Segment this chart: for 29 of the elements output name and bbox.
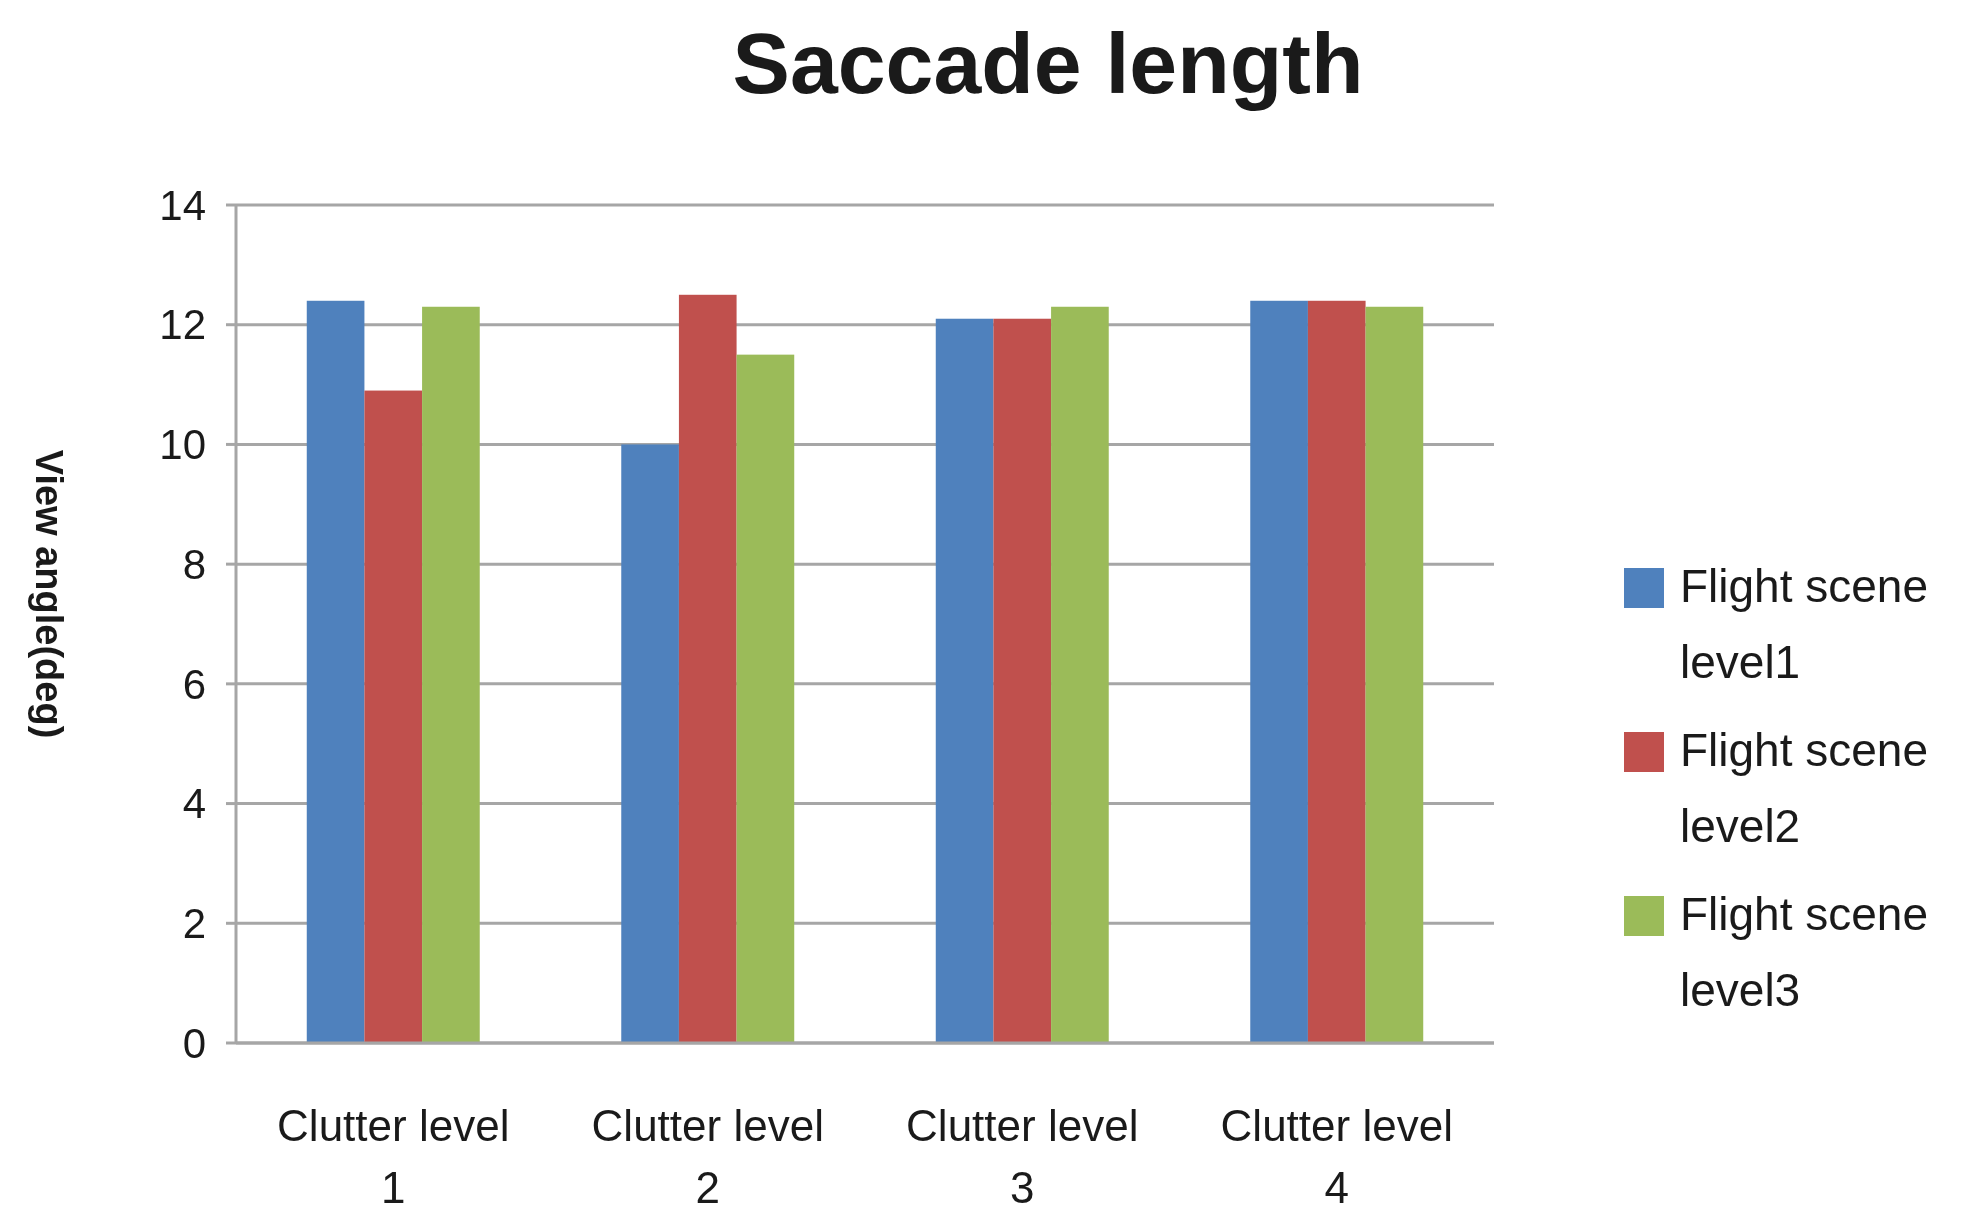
y-tick-label: 4	[182, 780, 206, 828]
y-tick-label: 0	[182, 1019, 206, 1067]
x-tick-label: Clutter level 1	[277, 1101, 510, 1212]
y-tick-label: 6	[182, 660, 206, 708]
bar	[422, 306, 480, 1043]
chart-title: Saccade length	[732, 15, 1364, 111]
bar	[935, 318, 994, 1043]
y-tick-label: 12	[159, 301, 206, 349]
bar	[306, 300, 365, 1043]
x-tick-label: Clutter level 2	[591, 1101, 824, 1212]
y-tick-label: 2	[182, 899, 206, 947]
bar	[1307, 300, 1366, 1043]
legend-label: Flight scene level3	[1680, 888, 1929, 1016]
y-tick-label: 14	[159, 181, 206, 229]
bar	[1051, 306, 1109, 1043]
legend-label: Flight scene level1	[1680, 560, 1929, 688]
bar	[736, 354, 795, 1043]
bar	[364, 390, 423, 1043]
x-tick-label: Clutter level 4	[1220, 1101, 1453, 1212]
y-tick-label: 8	[182, 540, 206, 588]
y-tick-label: 10	[159, 421, 206, 469]
legend-label: Flight scene level2	[1680, 724, 1929, 852]
bar	[621, 444, 679, 1043]
y-axis-title: View angle(deg)	[28, 449, 70, 739]
bar	[1250, 300, 1308, 1043]
bar	[993, 318, 1052, 1043]
x-tick-label: Clutter level 3	[906, 1101, 1139, 1212]
bar	[1365, 306, 1424, 1043]
bar	[678, 294, 737, 1043]
